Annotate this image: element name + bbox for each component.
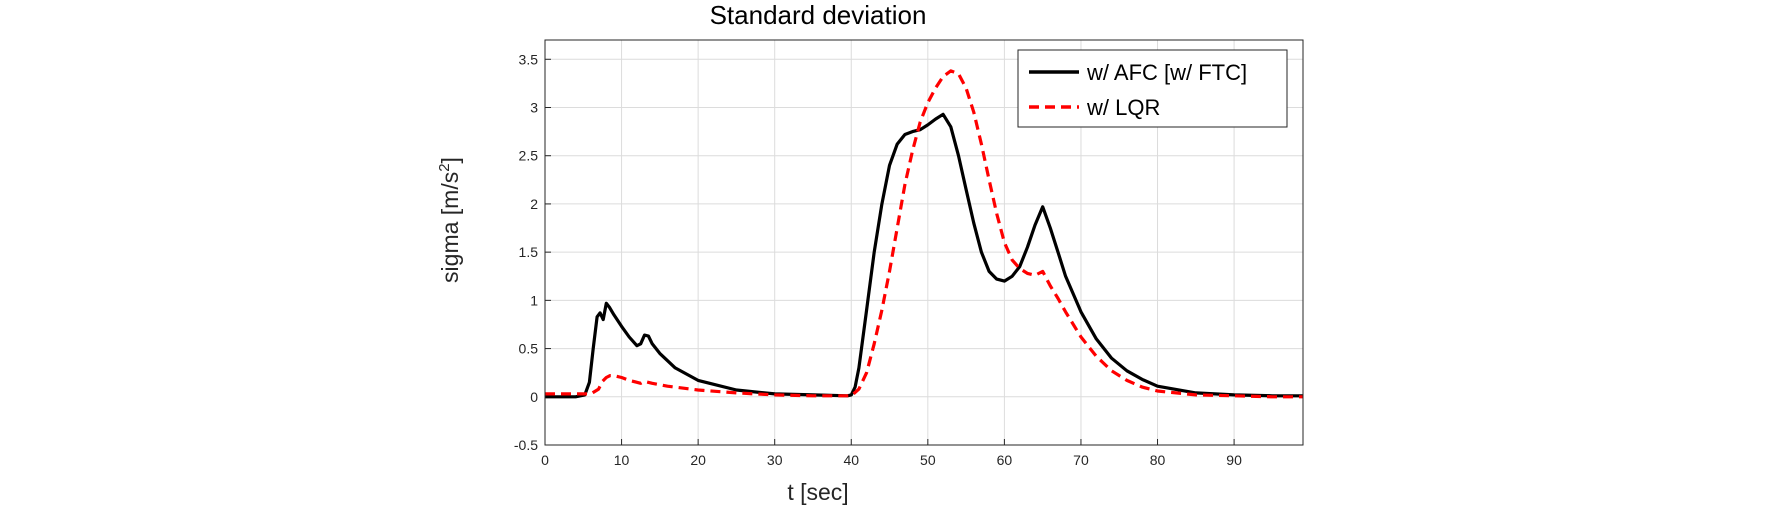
legend-label-lqr: w/ LQR: [1086, 95, 1160, 120]
x-tick-labels: 0 10 20 30 40 50 60 70 80 90: [541, 452, 1242, 468]
legend-label-afc: w/ AFC [w/ FTC]: [1086, 60, 1247, 85]
x-tick-label: 50: [920, 452, 936, 468]
series-layer: [545, 69, 1303, 399]
y-tick-label: 0: [530, 389, 538, 405]
series-line-afc: [545, 112, 1303, 399]
y-axis-label-end: ]: [437, 157, 463, 163]
chart-title: Standard deviation: [710, 0, 927, 30]
y-tick-label: 1: [530, 292, 538, 308]
y-tick-label: 2: [530, 196, 538, 212]
x-tick-label: 60: [997, 452, 1013, 468]
y-tick-label: -0.5: [514, 437, 538, 453]
x-tick-label: 20: [690, 452, 706, 468]
y-axis-label: sigma [m/s2]: [436, 157, 463, 283]
legend-box: [1017, 49, 1288, 128]
y-axis-label-main: sigma [m/s: [437, 172, 463, 283]
y-tick-label: 0.5: [519, 341, 539, 357]
y-axis-label-superscript: 2: [436, 163, 453, 171]
y-tick-labels: -0.5 0 0.5 1 1.5 2 2.5 3 3.5: [514, 51, 538, 453]
y-tick-label: 2.5: [519, 148, 539, 164]
y-tick-label: 3: [530, 100, 538, 116]
x-tick-label: 0: [541, 452, 549, 468]
x-tick-label: 40: [843, 452, 859, 468]
legend: w/ AFC [w/ FTC] w/ LQR: [1017, 49, 1288, 128]
plot-frame: [544, 39, 1304, 446]
x-tick-label: 70: [1073, 452, 1089, 468]
y-tick-label: 1.5: [519, 244, 539, 260]
x-tick-label: 10: [614, 452, 630, 468]
y-tick-label: 3.5: [519, 51, 539, 67]
series-line-lqr: [545, 69, 1303, 399]
x-axis-label: t [sec]: [787, 479, 848, 505]
x-tick-label: 30: [767, 452, 783, 468]
x-tick-label: 80: [1150, 452, 1166, 468]
x-tick-label: 90: [1226, 452, 1242, 468]
